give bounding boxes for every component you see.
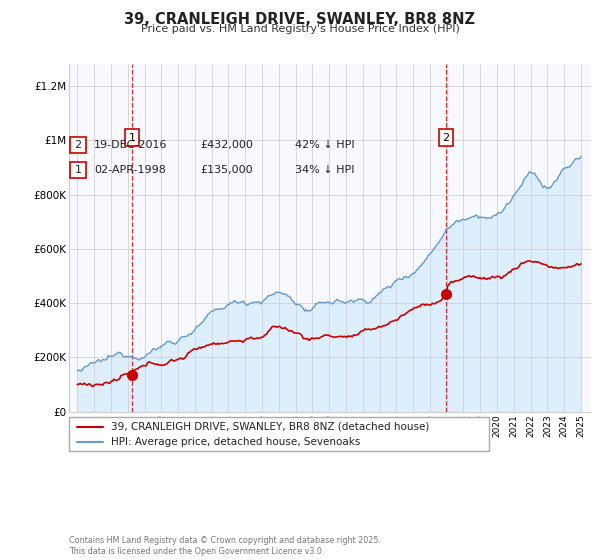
Text: 34% ↓ HPI: 34% ↓ HPI xyxy=(295,165,355,175)
FancyBboxPatch shape xyxy=(70,162,86,178)
Text: 1: 1 xyxy=(74,165,82,175)
Text: 2: 2 xyxy=(442,133,449,143)
Text: Price paid vs. HM Land Registry's House Price Index (HPI): Price paid vs. HM Land Registry's House … xyxy=(140,24,460,34)
Text: HPI: Average price, detached house, Sevenoaks: HPI: Average price, detached house, Seve… xyxy=(111,437,361,447)
FancyBboxPatch shape xyxy=(69,417,489,451)
Text: 39, CRANLEIGH DRIVE, SWANLEY, BR8 8NZ (detached house): 39, CRANLEIGH DRIVE, SWANLEY, BR8 8NZ (d… xyxy=(111,422,430,432)
FancyBboxPatch shape xyxy=(70,137,86,153)
Text: £432,000: £432,000 xyxy=(200,140,253,150)
Text: 39, CRANLEIGH DRIVE, SWANLEY, BR8 8NZ: 39, CRANLEIGH DRIVE, SWANLEY, BR8 8NZ xyxy=(125,12,476,27)
Text: 2: 2 xyxy=(74,140,82,150)
Text: 1: 1 xyxy=(128,133,136,143)
Text: 42% ↓ HPI: 42% ↓ HPI xyxy=(295,140,355,150)
Text: £135,000: £135,000 xyxy=(200,165,253,175)
Text: 19-DEC-2016: 19-DEC-2016 xyxy=(94,140,167,150)
Text: Contains HM Land Registry data © Crown copyright and database right 2025.
This d: Contains HM Land Registry data © Crown c… xyxy=(69,536,381,556)
Text: 02-APR-1998: 02-APR-1998 xyxy=(94,165,166,175)
